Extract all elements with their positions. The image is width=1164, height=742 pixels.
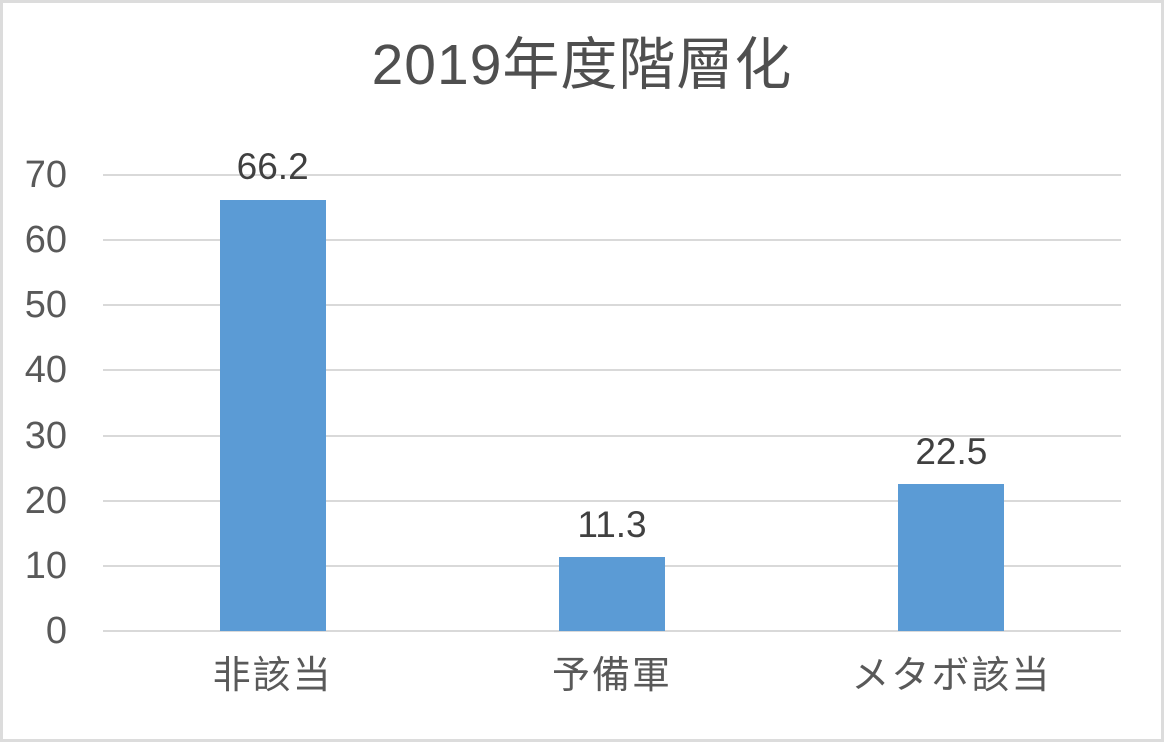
y-tick-label: 50 [24, 284, 67, 327]
x-tick-label: 予備軍 [551, 655, 672, 697]
y-tick-label: 40 [24, 349, 67, 392]
gridline [103, 630, 1121, 632]
gridline [103, 434, 1121, 437]
gridline [103, 369, 1121, 372]
y-tick-label: 20 [24, 479, 67, 522]
bar-value-label: 66.2 [236, 146, 309, 188]
x-tick-label: 非該当 [212, 655, 333, 697]
gridline [103, 499, 1121, 502]
bar-value-label: 11.3 [577, 503, 647, 545]
y-tick-label: 10 [24, 544, 67, 587]
chart-title: 2019年度階層化 [371, 33, 793, 97]
y-tick-label: 0 [45, 610, 67, 652]
plot-area: 66.2 11.3 22.5 [103, 146, 1121, 632]
bar [898, 484, 1005, 631]
y-tick-label: 30 [24, 414, 67, 457]
bar [219, 199, 326, 631]
gridline [103, 304, 1121, 307]
x-axis: 非該当 予備軍 メタボ該当 [103, 654, 1121, 714]
bar-value-label: 22.5 [915, 430, 988, 472]
gridline [103, 174, 1121, 176]
y-tick-label: 60 [24, 219, 67, 262]
bar [559, 557, 665, 631]
y-axis: 0 10 20 30 40 50 60 70 [3, 156, 67, 650]
gridline [103, 239, 1121, 242]
x-tick-label: メタボ該当 [851, 655, 1052, 697]
y-tick-label: 70 [24, 154, 67, 196]
